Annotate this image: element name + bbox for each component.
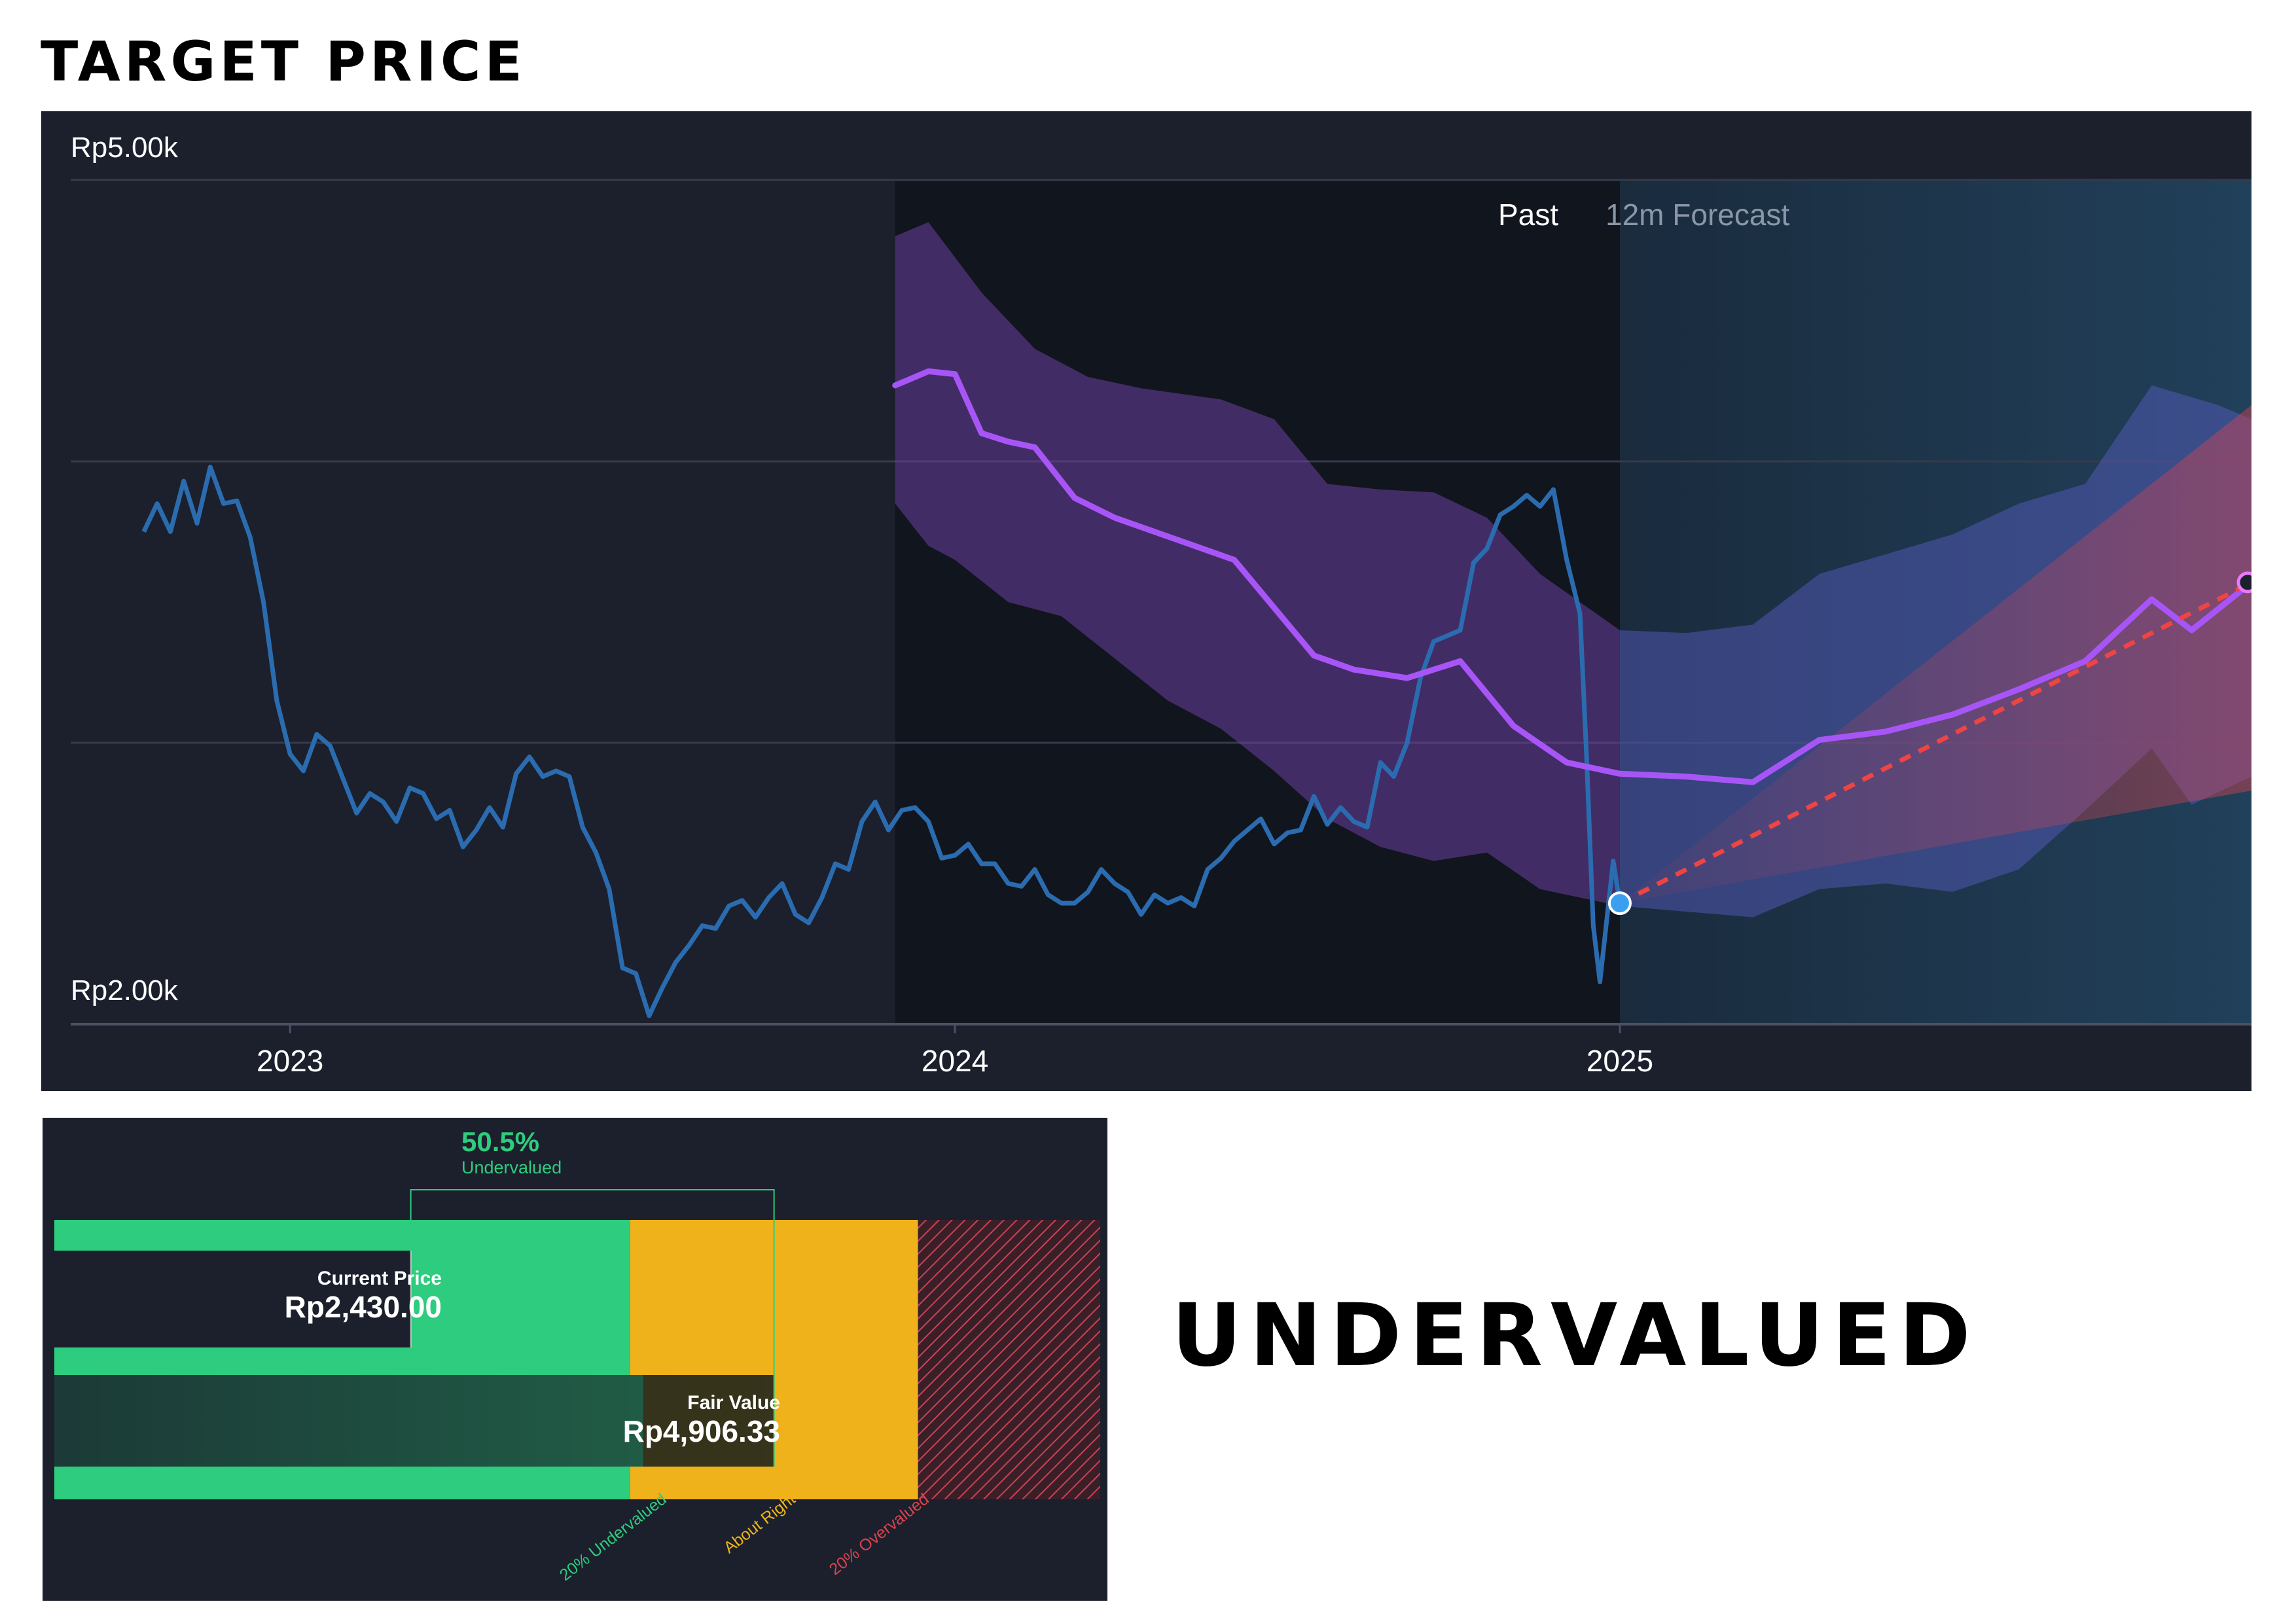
target-price-chart-svg: 2023 2024 2025 Rp5.00k Rp2.00k Past 12m Fo… xyxy=(71,132,2251,1078)
undervalued-percent: 50.5% xyxy=(461,1126,539,1157)
current-price-label: Current Price xyxy=(317,1268,442,1289)
discount-bracket xyxy=(410,1189,775,1467)
current-price-bar xyxy=(54,1251,411,1347)
y-min-label: Rp2.00k xyxy=(71,974,179,1007)
x-tick-label: 2024 xyxy=(922,1044,988,1078)
fair-value-value: Rp4,906.33 xyxy=(623,1414,780,1448)
share-price-line xyxy=(141,465,1623,1018)
y-max-label: Rp5.00k xyxy=(71,132,179,164)
fair-value-chart: 50.5% Undervalued Current Price Rp2,430.… xyxy=(43,1118,1107,1601)
analyst-target-line xyxy=(892,368,2251,785)
projection-cone xyxy=(1619,405,2251,904)
zone-label-about-right: About Right xyxy=(721,1490,799,1558)
page-title: TARGET PRICE xyxy=(41,29,526,94)
zone-label-undervalued: 20% Undervalued xyxy=(556,1490,670,1584)
zone-overvalued xyxy=(918,1220,1100,1499)
analyst-range-band xyxy=(895,222,1620,906)
fair-value-label-box xyxy=(643,1375,774,1467)
current-price-marker xyxy=(1607,891,1632,916)
zone-label-overvalued: 20% Overvalued xyxy=(826,1490,933,1579)
valuation-verdict: UNDERVALUED xyxy=(1172,1285,1979,1386)
projection-line xyxy=(1619,580,2251,906)
target-price-chart: 2023 2024 2025 Rp5.00k Rp2.00k Past 12m Fo… xyxy=(41,111,2251,1091)
forecast-region-label: 12m Forecast xyxy=(1605,198,1789,232)
current-price-value: Rp2,430.00 xyxy=(285,1290,442,1324)
fair-value-chart-svg: 50.5% Undervalued Current Price Rp2,430.… xyxy=(54,1126,1100,1584)
undervalued-percent-label: Undervalued xyxy=(461,1158,562,1177)
target-price-marker xyxy=(2236,571,2251,594)
fair-value-label: Fair Value xyxy=(687,1392,780,1414)
x-tick-label: 2023 xyxy=(257,1044,323,1078)
past-region-label: Past xyxy=(1498,198,1558,232)
x-tick-label: 2025 xyxy=(1587,1044,1653,1078)
